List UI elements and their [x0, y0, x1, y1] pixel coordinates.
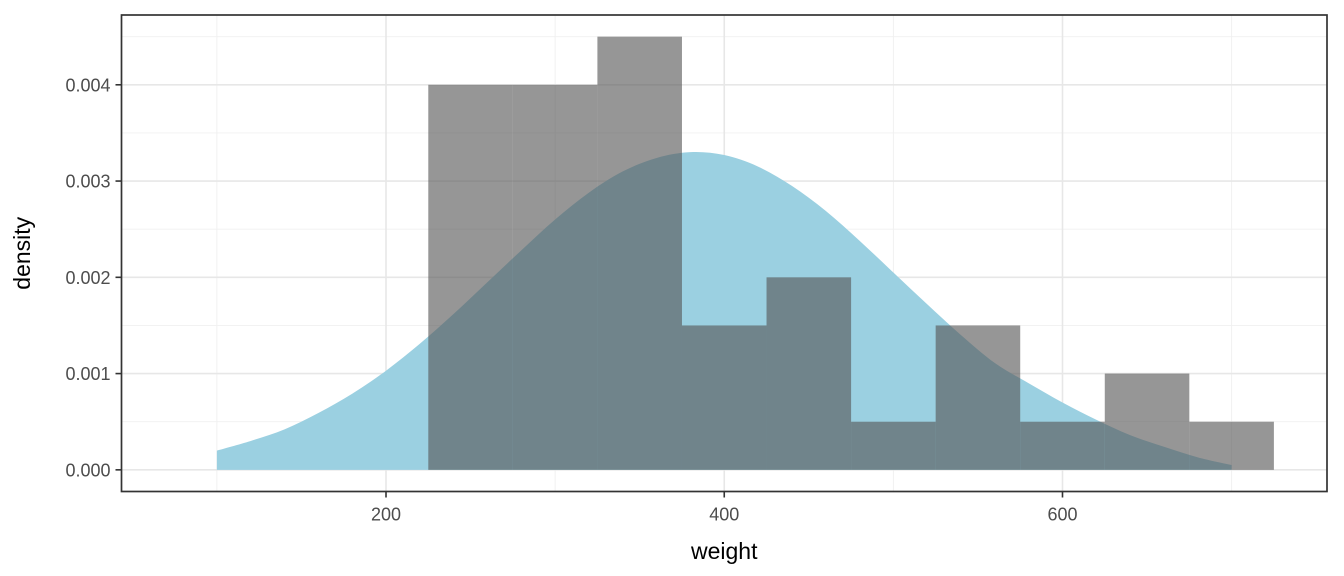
x-tick-label: 400 — [709, 505, 739, 525]
histogram-bar — [428, 84, 513, 470]
x-tick-label: 200 — [371, 505, 401, 525]
histogram-bar — [512, 84, 598, 470]
histogram-bars-group — [428, 36, 1274, 470]
x-tick-label: 600 — [1047, 505, 1077, 525]
histogram-bar — [851, 421, 936, 470]
y-tick-labels: 0.000 0.001 0.002 0.003 0.004 — [65, 75, 110, 480]
y-tick-label: 0.004 — [65, 75, 110, 95]
histogram-bar — [1020, 421, 1105, 470]
y-axis-title: density — [9, 216, 35, 289]
x-tick-labels: 200 400 600 — [371, 505, 1078, 525]
histogram-bar — [681, 325, 767, 470]
histogram-bar — [1104, 373, 1190, 470]
y-tick-label: 0.002 — [65, 268, 110, 288]
x-axis-title: weight — [690, 538, 758, 564]
histogram-bar — [935, 325, 1021, 470]
histogram-bar — [766, 277, 852, 470]
y-tick-label: 0.003 — [65, 172, 110, 192]
histogram-bar — [597, 36, 682, 470]
axis-tick-marks — [115, 83, 1064, 498]
y-tick-label: 0.001 — [65, 364, 110, 384]
y-tick-label: 0.000 — [65, 460, 110, 480]
histogram-bar — [1189, 421, 1274, 470]
